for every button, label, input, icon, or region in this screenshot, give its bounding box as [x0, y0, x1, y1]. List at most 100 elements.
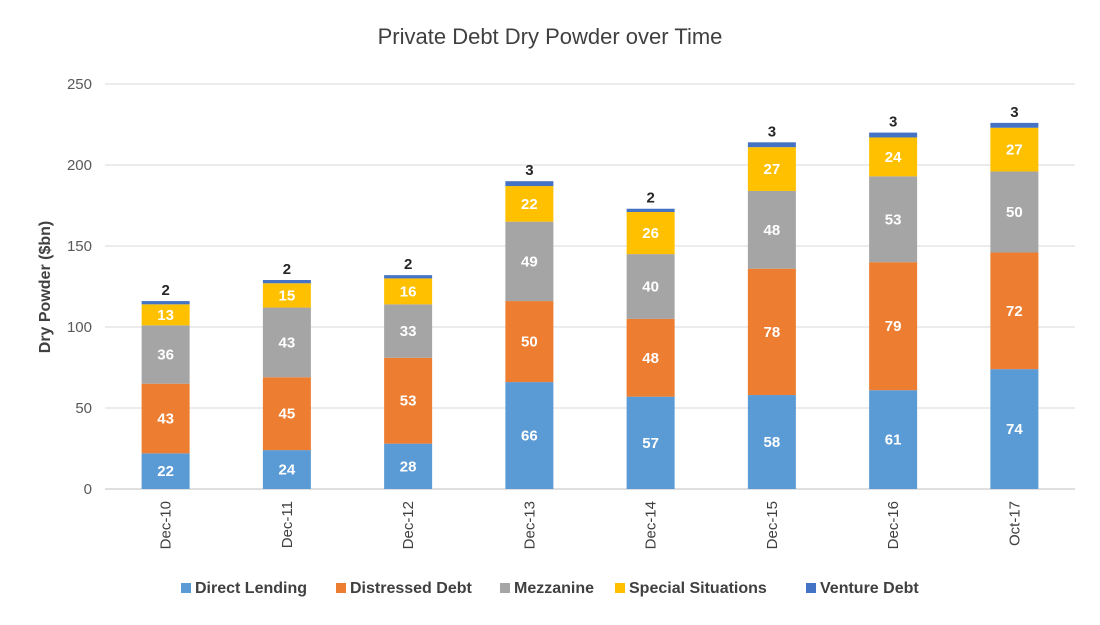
bar-segment — [747, 190, 796, 269]
data-label: 3 — [1010, 104, 1018, 121]
bar-segment — [869, 176, 918, 263]
bar-segment — [262, 283, 311, 308]
data-label: 49 — [521, 253, 538, 270]
y-tick-label: 0 — [84, 481, 92, 498]
data-label: 22 — [157, 463, 174, 480]
bar-segment — [626, 254, 675, 319]
data-label: 36 — [157, 347, 174, 364]
y-tick-label: 100 — [67, 319, 92, 336]
bar-segment — [626, 318, 675, 397]
legend-swatch — [500, 583, 510, 593]
data-label: 43 — [157, 411, 174, 428]
x-tick-label: Dec-10 — [158, 501, 175, 549]
data-label: 57 — [642, 435, 659, 452]
bar-segment — [990, 127, 1039, 172]
data-label: 2 — [161, 282, 169, 299]
data-label: 78 — [764, 324, 781, 341]
data-label: 24 — [885, 149, 902, 166]
legend-label: Distressed Debt — [350, 580, 472, 597]
data-label: 48 — [642, 350, 659, 367]
bar-segment — [141, 301, 190, 305]
legend: Direct Lending Distressed Debt Mezzanine Sp… — [181, 580, 919, 597]
bar-segment — [141, 325, 190, 384]
bar-segment — [262, 450, 311, 489]
legend-label: Mezzanine — [514, 580, 594, 597]
legend-swatch — [615, 583, 625, 593]
bar-segment — [747, 147, 796, 191]
x-tick-label: Dec-16 — [885, 501, 902, 549]
legend-item: Distressed Debt — [336, 580, 472, 597]
data-label: 3 — [525, 162, 533, 179]
bars: 2243361322445431522853331626650492235748… — [141, 104, 1039, 489]
data-label: 15 — [279, 287, 296, 304]
data-label: 2 — [404, 256, 412, 273]
x-tick-label: Dec-14 — [643, 501, 660, 549]
bar-segment — [141, 304, 190, 326]
bar-segment — [505, 221, 554, 302]
bar-segment — [626, 211, 675, 255]
data-label: 3 — [889, 114, 897, 131]
data-label: 61 — [885, 432, 902, 449]
y-tick-label: 150 — [67, 238, 92, 255]
legend-item: Mezzanine — [500, 580, 594, 597]
data-label: 3 — [768, 123, 776, 140]
y-tick-label: 200 — [67, 157, 92, 174]
bar-segment — [626, 208, 675, 212]
bar-segment — [869, 390, 918, 489]
data-label: 45 — [279, 406, 296, 423]
bar-segment — [384, 275, 433, 279]
x-tick-labels: Dec-10 Dec-11 Dec-12 Dec-13 Dec-14 Dec-15 Dec-… — [158, 501, 1024, 549]
bar-segment — [384, 304, 433, 358]
data-label: 50 — [1006, 204, 1023, 221]
legend-label: Direct Lending — [195, 580, 307, 597]
bar-segment — [869, 132, 918, 138]
bar-segment — [990, 122, 1039, 128]
bar-segment — [869, 137, 918, 177]
data-label: 16 — [400, 283, 417, 300]
data-label: 24 — [279, 462, 296, 479]
bar-segment — [626, 396, 675, 489]
x-tick-label: Dec-12 — [400, 501, 417, 549]
bar-segment — [262, 377, 311, 451]
bar-segment — [747, 142, 796, 148]
data-label: 33 — [400, 323, 417, 340]
y-tick-label: 50 — [75, 400, 92, 417]
legend-item: Venture Debt — [806, 580, 919, 597]
x-tick-label: Dec-11 — [279, 501, 296, 548]
bar-segment — [990, 171, 1039, 253]
bar-segment — [141, 453, 190, 489]
bar-segment — [141, 383, 190, 454]
bar-segment — [262, 307, 311, 378]
y-tick-label: 250 — [67, 76, 92, 93]
bar-segment — [747, 268, 796, 396]
data-label: 2 — [646, 190, 654, 207]
data-label: 26 — [642, 225, 659, 242]
x-tick-label: Dec-15 — [764, 501, 781, 549]
data-label: 2 — [283, 261, 291, 278]
data-label: 50 — [521, 334, 538, 351]
bar-segment — [384, 443, 433, 489]
bar-segment — [990, 369, 1039, 489]
data-label: 66 — [521, 428, 538, 445]
x-tick-label: Oct-17 — [1006, 501, 1023, 546]
data-label: 48 — [764, 222, 781, 239]
legend-item: Special Situations — [615, 580, 767, 597]
bar-segment — [505, 382, 554, 489]
data-label: 74 — [1006, 421, 1023, 438]
legend-label: Special Situations — [629, 580, 767, 597]
legend-swatch — [336, 583, 346, 593]
legend-swatch — [181, 583, 191, 593]
data-label: 53 — [885, 211, 902, 228]
data-label: 43 — [279, 334, 296, 351]
data-label: 72 — [1006, 303, 1023, 320]
bar-segment — [505, 301, 554, 383]
data-label: 22 — [521, 196, 538, 213]
bar-segment — [384, 357, 433, 444]
data-label: 79 — [885, 318, 902, 335]
bar-segment — [990, 252, 1039, 370]
data-label: 53 — [400, 393, 417, 410]
data-label: 28 — [400, 458, 417, 475]
y-axis-label: Dry Powder ($bn) — [37, 221, 54, 353]
